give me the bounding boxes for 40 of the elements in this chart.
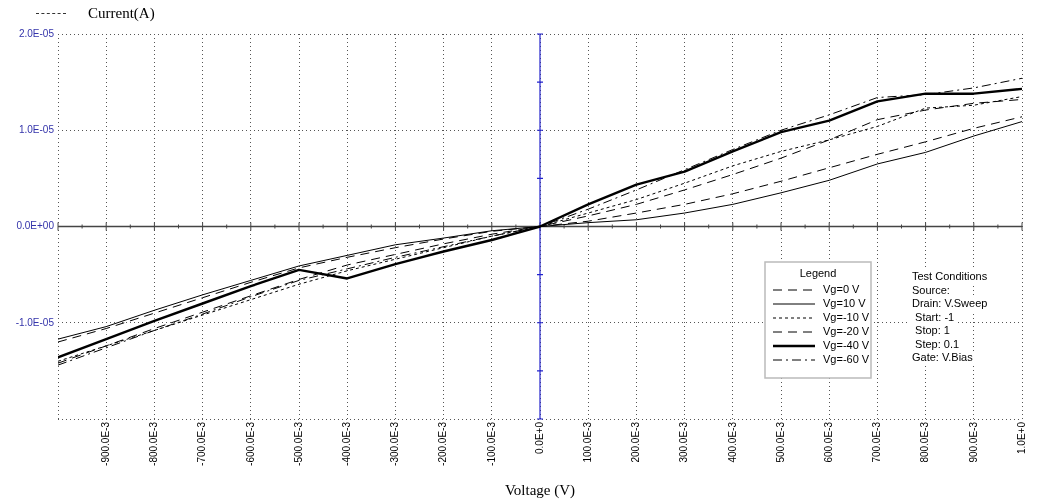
x-tick-label: 600.0E-3 bbox=[822, 421, 834, 463]
x-tick-label: -100.0E-3 bbox=[485, 421, 497, 466]
x-tick-label: 300.0E-3 bbox=[678, 421, 690, 463]
annotation: Test Conditions bbox=[912, 270, 988, 283]
annotation: Step: 0.1 bbox=[912, 337, 960, 350]
x-tick-label: -600.0E-3 bbox=[244, 421, 256, 466]
x-tick-label: -700.0E-3 bbox=[196, 421, 208, 466]
x-tick-label: -800.0E-3 bbox=[148, 421, 160, 466]
x-tick-label: 0.0E+0 bbox=[533, 421, 545, 454]
x-tick-label: -400.0E-3 bbox=[340, 421, 352, 466]
y-tick-label: 2.0E-05 bbox=[18, 27, 55, 39]
x-tick-label: 1.0E+0 bbox=[1015, 421, 1027, 454]
x-axis-title: Voltage (V) bbox=[504, 481, 576, 499]
annotation: Gate: V.Bias bbox=[912, 351, 974, 364]
y-tick-label: -1.0E-05 bbox=[15, 316, 55, 328]
legend-label: Vg=-10 V bbox=[823, 311, 870, 324]
x-tick-label: 900.0E-3 bbox=[967, 421, 979, 463]
x-tick-label: -500.0E-3 bbox=[292, 421, 304, 466]
annotation: Drain: V.Sweep bbox=[912, 297, 988, 310]
x-tick-label: -900.0E-3 bbox=[99, 421, 111, 466]
legend-label: Vg=-20 V bbox=[823, 325, 870, 338]
x-tick-label: -200.0E-3 bbox=[437, 421, 449, 466]
x-tick-label: -300.0E-3 bbox=[389, 421, 401, 466]
legend-label: Vg=-60 V bbox=[823, 353, 870, 366]
y-axis-title: Current(A) bbox=[88, 4, 155, 22]
legend-label: Vg=0 V bbox=[823, 283, 861, 296]
annotation: Stop: 1 bbox=[912, 324, 950, 337]
legend-label: Vg=-40 V bbox=[823, 339, 870, 352]
y-tick-label: 1.0E-05 bbox=[18, 124, 55, 135]
x-tick-label: 800.0E-3 bbox=[919, 421, 931, 463]
annotation: Start: -1 bbox=[912, 310, 955, 323]
annotation: Source: bbox=[912, 283, 950, 296]
x-tick-label: 100.0E-3 bbox=[581, 421, 593, 463]
x-tick-label: 700.0E-3 bbox=[871, 421, 883, 463]
legend-title: Legend bbox=[799, 267, 837, 280]
x-tick-label: 500.0E-3 bbox=[774, 421, 786, 463]
y-tick-label: 0.0E+00 bbox=[16, 220, 55, 232]
legend-label: Vg=10 V bbox=[823, 297, 867, 310]
x-tick-label: 400.0E-3 bbox=[726, 421, 738, 463]
x-tick-label: 200.0E-3 bbox=[630, 421, 642, 463]
